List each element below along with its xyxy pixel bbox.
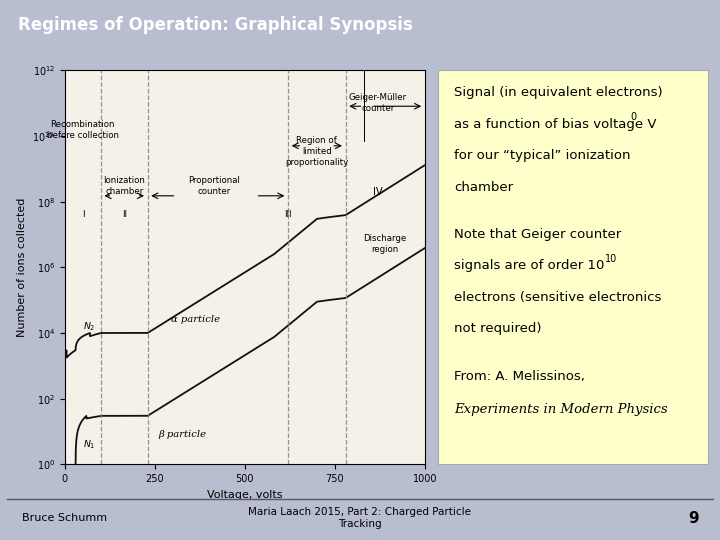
Text: Regimes of Operation: Graphical Synopsis: Regimes of Operation: Graphical Synopsis [18, 16, 413, 34]
Text: Ionization
chamber: Ionization chamber [103, 176, 145, 196]
Text: Proportional
counter: Proportional counter [188, 176, 240, 196]
Text: II: II [122, 210, 127, 219]
Text: III: III [284, 210, 292, 219]
Text: Recombination
before collection: Recombination before collection [47, 120, 119, 140]
Text: not required): not required) [454, 322, 541, 335]
Text: 9: 9 [688, 511, 698, 525]
Text: signals are of order 10: signals are of order 10 [454, 259, 604, 272]
Text: Discharge
region: Discharge region [364, 234, 407, 254]
FancyBboxPatch shape [438, 70, 708, 464]
X-axis label: Voltage, volts: Voltage, volts [207, 490, 282, 500]
Text: Maria Laach 2015, Part 2: Charged Particle
Tracking: Maria Laach 2015, Part 2: Charged Partic… [248, 507, 472, 529]
Text: 0: 0 [631, 112, 637, 122]
Text: $N_2$: $N_2$ [83, 321, 95, 334]
Y-axis label: Number of ions collected: Number of ions collected [17, 198, 27, 337]
Text: Region of
limited
proportionality: Region of limited proportionality [285, 136, 348, 167]
Text: α particle: α particle [171, 315, 220, 325]
Text: Note that Geiger counter: Note that Geiger counter [454, 228, 621, 241]
Text: I: I [82, 210, 85, 219]
Text: Bruce Schumm: Bruce Schumm [22, 513, 107, 523]
Text: Signal (in equivalent electrons): Signal (in equivalent electrons) [454, 86, 662, 99]
Text: electrons (sensitive electronics: electrons (sensitive electronics [454, 291, 662, 304]
Text: From: A. Melissinos,: From: A. Melissinos, [454, 370, 585, 383]
Text: for our “typical” ionization: for our “typical” ionization [454, 149, 631, 162]
Text: as a function of bias voltage V: as a function of bias voltage V [454, 118, 657, 131]
Text: β particle: β particle [158, 430, 207, 439]
Text: $N_1$: $N_1$ [83, 438, 95, 451]
Text: 10: 10 [605, 253, 618, 264]
Text: chamber: chamber [454, 180, 513, 193]
Text: IV: IV [373, 187, 383, 197]
Text: Geiger-Müller
counter: Geiger-Müller counter [349, 93, 407, 113]
Text: Experiments in Modern Physics: Experiments in Modern Physics [454, 403, 667, 416]
